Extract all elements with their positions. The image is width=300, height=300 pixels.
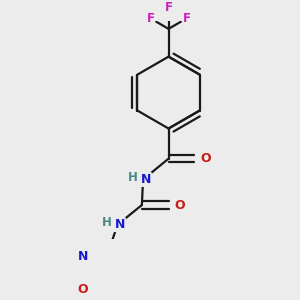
Text: O: O [78, 283, 88, 296]
Text: N: N [78, 250, 88, 263]
Text: F: F [164, 2, 172, 14]
Text: N: N [141, 173, 151, 186]
Text: O: O [175, 199, 185, 212]
Text: N: N [115, 218, 125, 231]
Text: O: O [200, 152, 211, 165]
Text: H: H [128, 171, 137, 184]
Text: F: F [183, 12, 190, 25]
Text: F: F [146, 12, 154, 25]
Text: H: H [102, 216, 112, 229]
